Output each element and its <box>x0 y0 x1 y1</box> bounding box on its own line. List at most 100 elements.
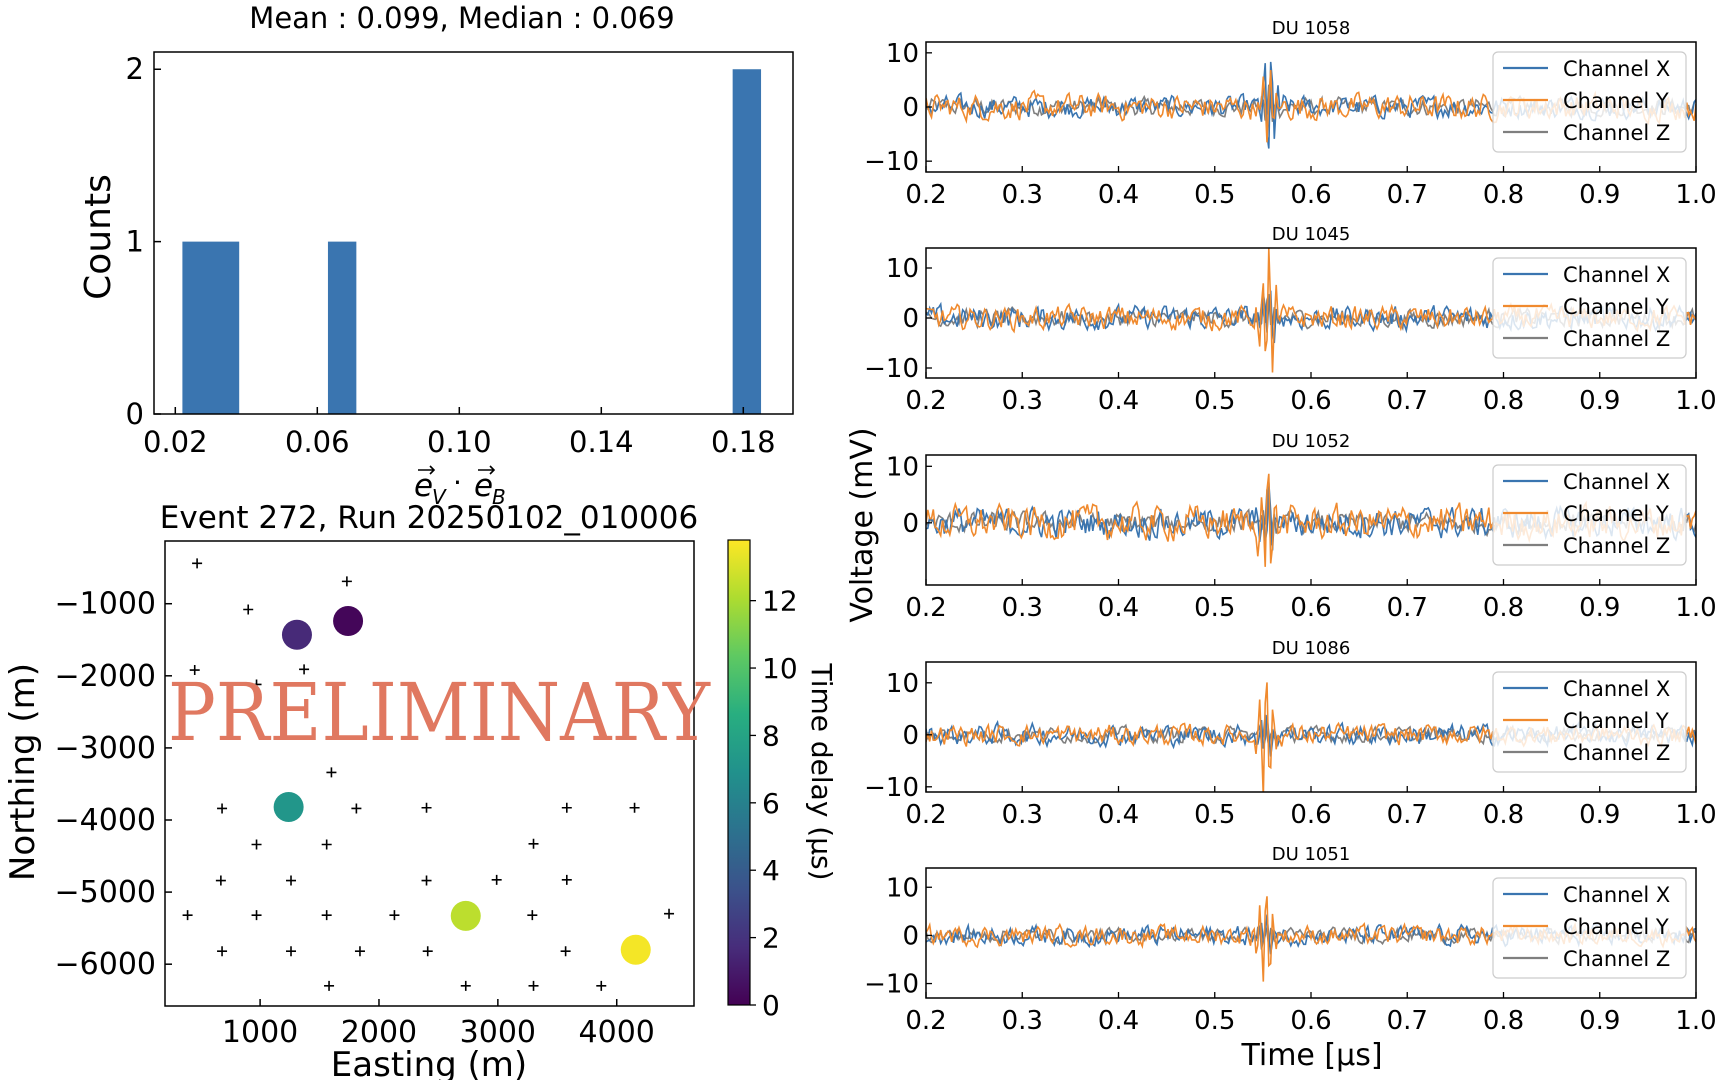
histogram-chart: Mean : 0.099, Median : 0.069 0.02 0.06 0.1… <box>78 1 794 509</box>
event-marker <box>273 792 304 823</box>
antenna-marker <box>286 875 297 886</box>
map-ytick-label: −3000 <box>55 731 156 766</box>
trace-legend-box <box>1492 464 1687 566</box>
trace-xtick-label: 0.2 <box>905 386 946 416</box>
map-ytick-label: −5000 <box>55 875 156 910</box>
trace-ytick-label: 0 <box>902 93 919 123</box>
trace-xtick-label: 0.9 <box>1579 800 1620 830</box>
antenna-marker <box>421 875 432 886</box>
trace-xtick-label: 0.4 <box>1098 593 1139 623</box>
trace-ytick-label: −10 <box>864 354 919 384</box>
traces-xlabel: Time [μs] <box>1240 1038 1382 1073</box>
trace-xtick-label: 1.0 <box>1675 593 1716 623</box>
map-xtick-label: 4000 <box>579 1015 655 1050</box>
histogram-frame <box>153 51 794 415</box>
trace-xtick-label: 0.8 <box>1483 1006 1524 1036</box>
trace-xtick-label: 0.6 <box>1290 593 1331 623</box>
trace-xtick-label: 0.2 <box>905 1006 946 1036</box>
histogram-xtick-label: 0.10 <box>427 425 492 459</box>
histogram-xtick-label: 0.14 <box>569 425 634 459</box>
map-ytick-label: −1000 <box>55 587 156 622</box>
map-xtick-label: 1000 <box>222 1015 298 1050</box>
antenna-marker <box>326 767 337 778</box>
map-ylabel: Northing (m) <box>3 663 43 881</box>
antenna-marker <box>251 839 262 850</box>
antenna-marker <box>215 875 226 886</box>
legend-label: Channel X <box>1563 677 1670 701</box>
colorbar-tick-label: 10 <box>762 652 798 685</box>
event-marker <box>450 900 481 931</box>
colorbar-tick-label: 2 <box>762 922 780 955</box>
trace-xtick-label: 0.8 <box>1483 180 1524 210</box>
legend-label: Channel X <box>1563 470 1670 494</box>
histogram-title: Mean : 0.099, Median : 0.069 <box>249 1 674 35</box>
histogram-xtick-label: 0.18 <box>711 425 776 459</box>
trace-xtick-label: 0.5 <box>1194 1006 1235 1036</box>
trace-xtick-label: 0.5 <box>1194 386 1235 416</box>
legend-label: Channel Y <box>1563 295 1669 319</box>
trace-title: DU 1058 <box>1272 18 1351 39</box>
antenna-marker <box>528 838 539 849</box>
antenna-marker <box>299 664 310 675</box>
antenna-marker <box>596 980 607 991</box>
trace-ytick-label: 10 <box>886 873 919 903</box>
trace-ytick-label: −10 <box>864 147 919 177</box>
legend-label: Channel Y <box>1563 502 1669 526</box>
legend-label: Channel Z <box>1563 741 1670 765</box>
trace-xtick-label: 0.6 <box>1290 180 1331 210</box>
antenna-marker <box>251 910 262 921</box>
event-marker <box>281 619 312 650</box>
antenna-marker <box>251 679 262 690</box>
trace-ytick-label: 10 <box>886 452 919 482</box>
trace-panel: DU 1086 10 0 −100.2 0.3 0.4 0.5 0.6 0.7 0.8 0.9 1.0… <box>864 638 1717 830</box>
trace-xtick-label: 1.0 <box>1675 800 1716 830</box>
trace-ytick-label: 0 <box>902 509 919 539</box>
legend-label: Channel Z <box>1563 121 1670 145</box>
trace-xtick-label: 0.3 <box>1002 1006 1043 1036</box>
trace-title: DU 1086 <box>1272 638 1351 659</box>
trace-xtick-label: 0.2 <box>905 593 946 623</box>
histogram-bar <box>182 241 240 414</box>
trace-xtick-label: 0.3 <box>1002 386 1043 416</box>
map-ytick-label: −2000 <box>55 659 156 694</box>
colorbar-tick-label: 0 <box>762 989 780 1022</box>
antenna-marker <box>629 802 640 813</box>
antenna-marker <box>527 910 538 921</box>
histogram-ylabel: Counts <box>78 174 119 300</box>
histogram-ytick-label: 2 <box>126 52 144 86</box>
legend-label: Channel X <box>1563 883 1670 907</box>
map-ytick-label: −4000 <box>55 803 156 838</box>
antenna-marker <box>561 874 572 885</box>
map-title: Event 272, Run 20250102_010006 <box>160 500 698 536</box>
trace-ytick-label: −10 <box>864 773 919 803</box>
trace-xtick-label: 0.8 <box>1483 386 1524 416</box>
antenna-marker <box>354 946 365 957</box>
svg-text:e: e <box>474 468 493 504</box>
antenna-marker <box>664 908 675 919</box>
map-xlabel: Easting (m) <box>331 1045 527 1080</box>
trace-xtick-label: 0.2 <box>905 800 946 830</box>
trace-ytick-label: 0 <box>902 921 919 951</box>
trace-xtick-label: 0.3 <box>1002 593 1043 623</box>
trace-panel: DU 1052 10 0 0.2 0.3 0.4 0.5 0.6 0.7 0.8 0.9 1.0 Cha… <box>886 431 1717 623</box>
legend-label: Channel Y <box>1563 709 1669 733</box>
trace-xtick-label: 0.6 <box>1290 1006 1331 1036</box>
svg-text:V: V <box>432 485 447 509</box>
trace-xtick-label: 0.7 <box>1387 180 1428 210</box>
histogram-bar <box>732 69 762 414</box>
antenna-marker <box>192 558 203 569</box>
colorbar-label: Time delay (μs) <box>805 662 838 880</box>
trace-title: DU 1052 <box>1272 431 1351 452</box>
antenna-marker <box>422 946 433 957</box>
legend-label: Channel Z <box>1563 327 1670 351</box>
histogram-ytick-label: 0 <box>126 397 144 431</box>
colorbar-tick-label: 6 <box>762 787 780 820</box>
antenna-marker <box>286 946 297 957</box>
histogram-bar <box>327 241 357 414</box>
map-ytick-label: −6000 <box>55 947 156 982</box>
trace-xtick-label: 0.8 <box>1483 800 1524 830</box>
colorbar-tick-label: 4 <box>762 854 780 887</box>
legend-label: Channel Z <box>1563 534 1670 558</box>
histogram-xtick-label: 0.02 <box>143 425 208 459</box>
